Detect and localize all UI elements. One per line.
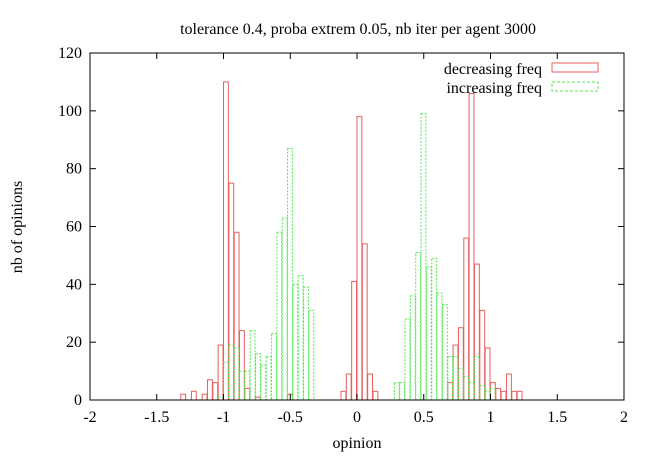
bar-decreasing-7 (228, 182, 235, 401)
x-tick-label: 1.5 (547, 409, 567, 426)
bar-decreasing-26 (479, 309, 486, 401)
series-decreasing-freq (180, 81, 523, 401)
bar-increasing-21 (409, 295, 416, 401)
bar-decreasing-25 (473, 263, 480, 401)
bar-decreasing-31 (506, 373, 512, 401)
bar-increasing-36 (490, 387, 496, 401)
bar-increasing-26 (436, 292, 443, 401)
bar-increasing-33 (473, 356, 480, 401)
x-tick-label: -2 (83, 409, 96, 426)
x-tick-label: 0 (353, 409, 361, 426)
x-axis-ticks: -2 -1.5 -1 -0.5 0 0.5 1 1.5 2 (83, 53, 628, 426)
bar-decreasing-9 (239, 330, 245, 401)
bar-increasing-32 (468, 382, 475, 401)
bar-decreasing-15 (351, 280, 358, 401)
bar-decreasing-13 (340, 390, 347, 401)
bar-decreasing-33 (516, 390, 523, 401)
bar-increasing-35 (484, 390, 491, 401)
bar-decreasing-0 (180, 393, 187, 401)
x-tick-label: -0.5 (278, 409, 303, 426)
bar-decreasing-29 (495, 387, 502, 401)
bar-increasing-31 (463, 376, 470, 401)
y-tick-label: 120 (58, 45, 82, 62)
bar-increasing-11 (276, 231, 283, 401)
bar-decreasing-18 (367, 373, 374, 401)
plot-area: -2 -1.5 -1 -0.5 0 0.5 1 1.5 2 0 20 40 60 80 100 120 (58, 45, 628, 426)
x-tick-label: -1.5 (144, 409, 169, 426)
legend-label-decreasing-freq: decreasing freq (444, 61, 542, 78)
y-tick-label: 0 (74, 392, 82, 409)
bar-increasing-29 (452, 356, 459, 401)
bar-increasing-17 (308, 309, 315, 401)
bar-increasing-1 (223, 361, 229, 401)
x-tick-label: 2 (620, 409, 628, 426)
legend-swatch-decreasing-freq (551, 62, 599, 73)
bar-increasing-12 (281, 217, 288, 401)
bar-decreasing-22 (457, 327, 464, 401)
bar-increasing-2 (228, 344, 235, 401)
x-tick-label: 1 (487, 409, 495, 426)
y-tick-label: 40 (66, 276, 82, 293)
bar-increasing-27 (441, 304, 448, 401)
bar-increasing-3 (233, 347, 240, 401)
bar-increasing-13 (287, 147, 293, 401)
bar-decreasing-2 (201, 393, 208, 401)
bar-decreasing-1 (190, 390, 197, 401)
bar-decreasing-16 (356, 116, 363, 401)
bar-decreasing-20 (447, 382, 454, 401)
bar-increasing-18 (393, 382, 400, 401)
y-tick-label: 100 (58, 103, 82, 120)
legend: decreasing freq increasing freq (444, 61, 599, 97)
bar-increasing-19 (399, 382, 406, 401)
bar-increasing-30 (457, 367, 464, 401)
y-axis-ticks: 0 20 40 60 80 100 120 (58, 45, 624, 409)
bar-increasing-20 (404, 318, 411, 401)
bar-increasing-0 (217, 396, 224, 401)
bar-decreasing-3 (206, 379, 213, 401)
bar-decreasing-19 (372, 390, 379, 401)
bar-increasing-14 (292, 283, 299, 401)
bar-decreasing-21 (452, 344, 459, 401)
bar-decreasing-10 (244, 387, 251, 401)
bar-increasing-10 (271, 332, 277, 401)
bar-decreasing-23 (463, 237, 470, 401)
bar-increasing-34 (479, 385, 486, 401)
y-tick-label: 60 (66, 219, 82, 236)
bar-decreasing-30 (500, 390, 507, 401)
chart-title: tolerance 0.4, proba extrem 0.05, nb ite… (180, 21, 536, 38)
bar-decreasing-4 (212, 382, 219, 401)
bar-increasing-15 (297, 275, 304, 401)
bar-increasing-28 (447, 356, 454, 401)
bar-increasing-4 (239, 370, 245, 401)
bar-increasing-24 (425, 266, 432, 401)
bar-increasing-6 (249, 330, 256, 401)
bar-decreasing-14 (345, 373, 352, 401)
y-tick-label: 20 (66, 334, 82, 351)
x-tick-label: -1 (217, 409, 230, 426)
legend-swatch-increasing-freq (551, 81, 599, 92)
bar-increasing-23 (420, 113, 427, 401)
bar-decreasing-24 (468, 92, 475, 401)
bar-decreasing-27 (484, 347, 491, 401)
bar-increasing-25 (431, 257, 438, 401)
bar-decreasing-32 (511, 390, 518, 401)
bar-increasing-22 (415, 252, 422, 401)
bar-decreasing-5 (217, 344, 224, 401)
bar-increasing-7 (255, 353, 261, 401)
bar-decreasing-17 (361, 243, 368, 401)
y-tick-label: 80 (66, 161, 82, 178)
bar-decreasing-8 (233, 231, 240, 401)
legend-label-increasing-freq: increasing freq (446, 80, 542, 97)
x-axis-label: opinion (333, 435, 382, 452)
bar-increasing-16 (303, 286, 309, 401)
bar-increasing-5 (244, 370, 251, 401)
bar-decreasing-6 (223, 81, 229, 401)
bar-increasing-9 (265, 356, 272, 401)
y-axis-label: nb of opinions (9, 181, 26, 273)
x-tick-label: 0.5 (414, 409, 434, 426)
bar-increasing-8 (260, 364, 267, 401)
bar-decreasing-28 (490, 382, 496, 401)
